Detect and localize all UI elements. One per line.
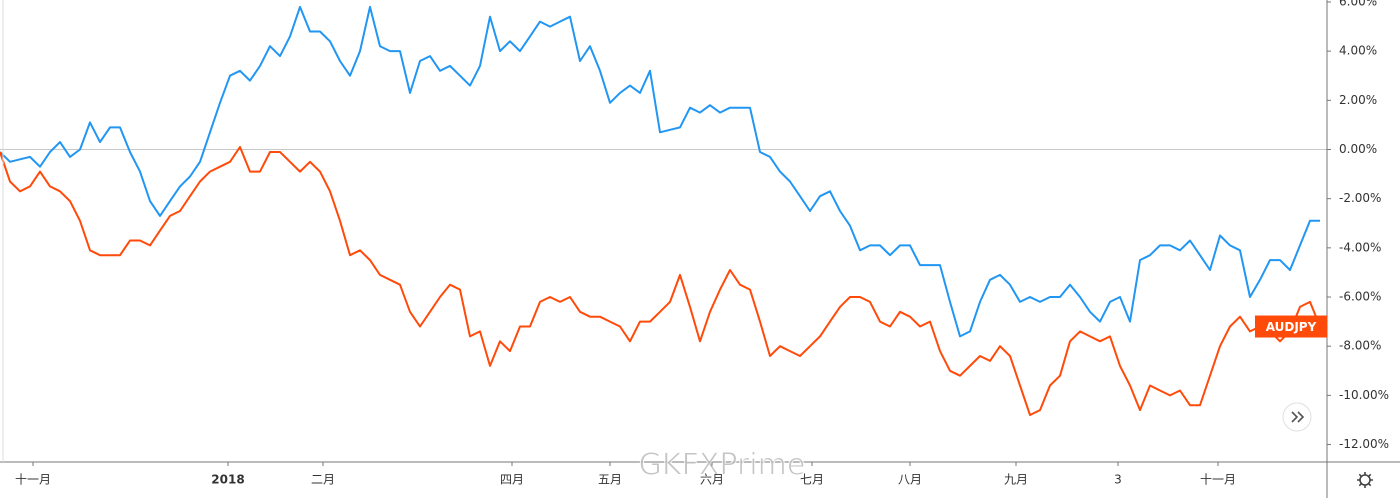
x-tick-label: 十一月 [1200,473,1236,487]
y-tick-label: 4.00% [1339,44,1377,58]
watermark: GKFXPrime [639,448,806,483]
x-tick-label: 五月 [598,473,622,487]
x-tick-label: 3 [1114,473,1122,487]
settings-icon[interactable] [1357,472,1373,488]
y-tick-label: 6.00% [1339,0,1377,8]
series-label: AUDJPY [1266,320,1317,334]
y-tick-label: 2.00% [1339,93,1377,107]
y-tick-label: -8.00% [1339,339,1381,353]
x-tick-label: 七月 [800,473,824,487]
x-tick-label: 二月 [311,473,335,487]
plot-area [0,5,1327,416]
series-line [0,5,1320,338]
y-tick-label: -6.00% [1339,290,1381,304]
series-line [0,146,1321,416]
x-tick-label: 四月 [500,473,524,487]
x-tick-label: 八月 [898,473,922,487]
x-tick-label: 六月 [700,473,724,487]
y-tick-label: -10.00% [1339,388,1389,402]
y-tick-label: 0.00% [1339,142,1377,156]
scroll-button[interactable] [1282,402,1312,432]
x-tick-label: 十一月 [15,473,51,487]
series-label-box [1255,315,1327,338]
x-tick-label: 九月 [1004,473,1028,487]
x-tick-label: 2018 [211,473,244,487]
y-tick-label: -2.00% [1339,191,1381,205]
y-tick-label: -12.00% [1339,437,1389,451]
y-tick-label: -4.00% [1339,240,1381,254]
